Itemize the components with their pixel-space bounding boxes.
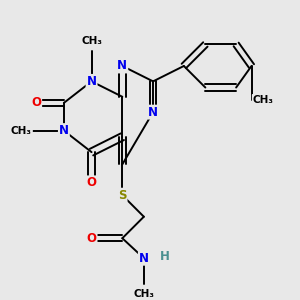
Text: N: N: [87, 75, 97, 88]
Text: S: S: [118, 189, 127, 202]
Text: N: N: [117, 59, 127, 73]
Text: H: H: [160, 250, 170, 263]
Text: N: N: [139, 252, 149, 265]
Text: CH₃: CH₃: [81, 36, 102, 46]
Text: O: O: [87, 176, 97, 189]
Text: CH₃: CH₃: [11, 126, 32, 136]
Text: CH₃: CH₃: [133, 289, 154, 298]
Text: N: N: [148, 106, 158, 118]
Text: O: O: [87, 232, 97, 245]
Text: N: N: [59, 124, 69, 137]
Text: CH₃: CH₃: [253, 95, 274, 105]
Text: O: O: [31, 96, 41, 110]
